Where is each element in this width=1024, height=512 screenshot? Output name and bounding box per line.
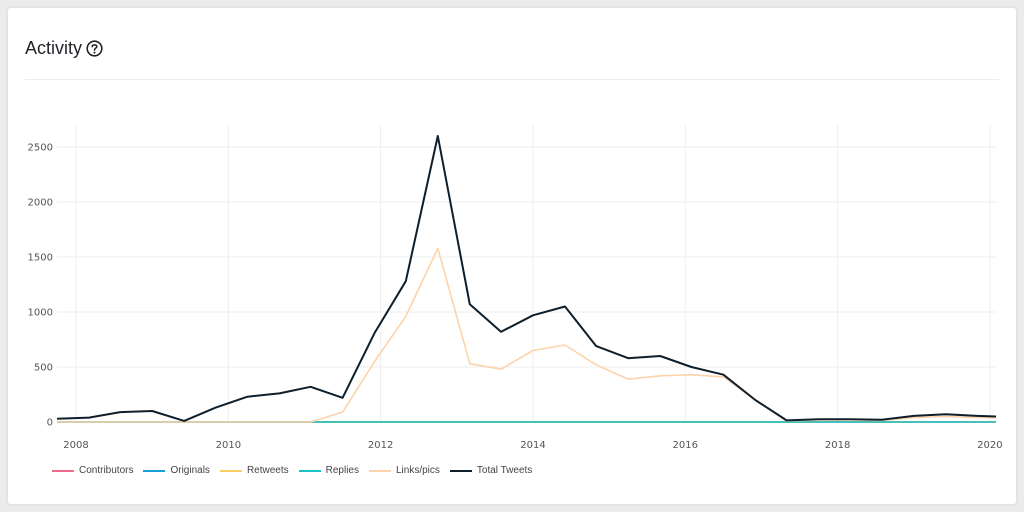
legend-swatch (219, 469, 242, 472)
y-tick-label: 1500 (28, 253, 53, 264)
x-tick-label: 2020 (977, 440, 1002, 451)
y-axis: 0 500 1000 1500 2000 2500 (28, 143, 53, 429)
legend-swatch (52, 469, 74, 472)
card-title: Activity (25, 37, 83, 58)
legend-swatch (368, 469, 391, 472)
x-tick-label: 2016 (673, 440, 698, 451)
legend-swatch (298, 469, 321, 472)
legend-label: Retweets (246, 465, 289, 476)
chart-grid (57, 125, 996, 423)
x-tick-label: 2018 (825, 440, 850, 451)
y-tick-label: 500 (34, 363, 53, 374)
x-axis: 2008 2010 2012 2014 2016 2020 2018 (63, 440, 1002, 451)
legend-label: Links/pics (395, 465, 440, 476)
legend-label: Total Tweets (476, 465, 533, 476)
y-tick-label: 0 (47, 418, 53, 429)
legend-item-links-pics[interactable]: Links/pics (368, 465, 440, 476)
series-line-links-pics (57, 247, 996, 423)
legend-swatch (449, 469, 472, 472)
header-divider (25, 79, 999, 80)
legend-item-replies[interactable]: Replies (298, 465, 359, 476)
legend-item-originals[interactable]: Originals (143, 465, 210, 476)
legend-label: Replies (325, 465, 359, 476)
card-header: Activity (25, 36, 103, 60)
help-circle-icon[interactable] (86, 39, 103, 57)
x-tick-label: 2008 (63, 440, 88, 451)
y-tick-label: 1000 (28, 308, 53, 319)
x-tick-label: 2012 (368, 440, 393, 451)
legend-item-retweets[interactable]: Retweets (219, 465, 289, 476)
x-tick-label: 2014 (520, 440, 545, 451)
legend-item-contributors[interactable]: Contributors (52, 465, 133, 476)
chart-legend: Contributors Originals Retweets Replies Link… (52, 465, 532, 476)
legend-label: Originals (170, 465, 210, 476)
legend-label: Contributors (79, 465, 134, 476)
legend-item-total-tweets[interactable]: Total Tweets (449, 465, 533, 476)
series-line-total-tweets (56, 135, 997, 422)
legend-swatch (143, 469, 166, 472)
y-tick-label: 2500 (28, 143, 53, 154)
x-tick-label: 2010 (216, 440, 241, 451)
y-tick-label: 2000 (28, 198, 53, 209)
chart-lines (56, 135, 997, 423)
